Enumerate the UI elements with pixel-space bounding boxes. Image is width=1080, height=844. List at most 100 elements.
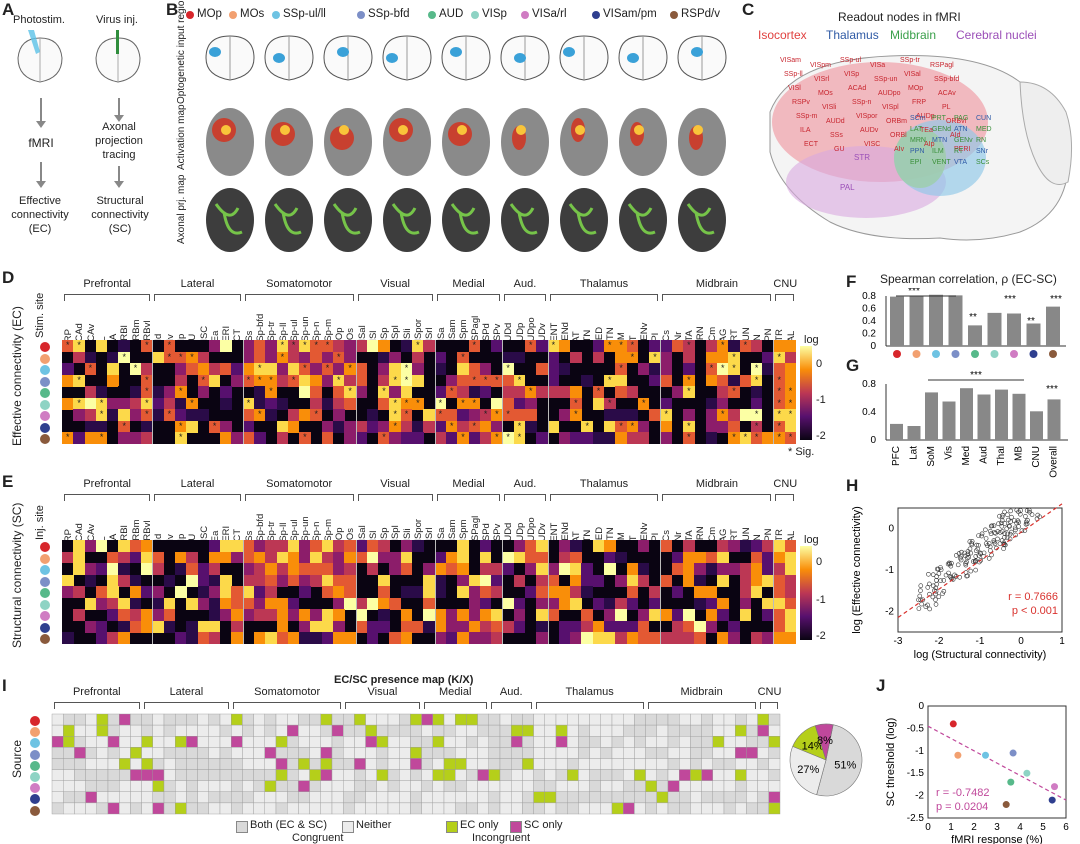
presence-cell — [96, 724, 109, 737]
cell-2-53 — [660, 363, 673, 375]
cell-2-8 — [152, 563, 164, 575]
iso-node-SSp-bfd: SSp-bfd — [934, 76, 959, 83]
cell-7-34: * — [445, 420, 458, 433]
i-group-bracket-8 — [759, 702, 778, 709]
cell-5-51 — [637, 597, 650, 610]
cell-6-34 — [445, 609, 458, 622]
cell-0-59 — [728, 540, 740, 552]
presence-cell — [387, 791, 400, 804]
cell-8-28: * — [378, 432, 390, 445]
presence-cell — [399, 780, 411, 792]
presence-cell — [96, 780, 109, 792]
iso-node-VISC: VISC — [864, 141, 880, 148]
i-group-bracket-7 — [647, 702, 756, 709]
j-xtick-6: 6 — [1063, 822, 1069, 833]
thal-node-GENv: GENv — [954, 137, 973, 144]
presence-cell — [399, 769, 411, 781]
cell-5-17 — [253, 597, 266, 610]
cell-6-28 — [378, 609, 390, 622]
cell-4-6 — [129, 386, 142, 399]
presence-cell — [555, 769, 568, 781]
h-ylabel: log (Effective connectivity) — [851, 506, 863, 634]
cell-4-23 — [321, 586, 334, 599]
presence-cell — [253, 736, 266, 748]
cell-4-28: * — [378, 386, 390, 399]
presence-cell — [130, 747, 142, 759]
cell-0-17 — [253, 540, 266, 552]
thal-node-ILM: ILM — [932, 148, 944, 155]
h-point — [997, 513, 1002, 519]
cell-5-6 — [129, 397, 142, 410]
cell-4-44 — [558, 586, 571, 599]
cell-4-21 — [299, 586, 311, 599]
cell-0-32 — [423, 340, 435, 352]
presence-cell — [365, 724, 378, 737]
cell-1-39 — [502, 551, 514, 564]
cell-2-33 — [434, 563, 447, 575]
cell-7-22 — [310, 620, 322, 633]
presence-cell — [701, 780, 713, 792]
h-point — [1002, 521, 1008, 526]
presence-cell — [634, 724, 646, 737]
presence-cell — [230, 769, 243, 781]
cell-3-18: * — [265, 374, 277, 387]
activation-peak-7 — [634, 125, 644, 135]
cell-8-22 — [310, 632, 322, 645]
presence-cell — [723, 769, 736, 781]
presence-cell — [488, 780, 501, 792]
presence-cell — [667, 713, 680, 726]
presence-cell — [309, 713, 322, 726]
cell-2-50 — [626, 563, 639, 575]
cell-3-32 — [423, 574, 435, 587]
presence-cell — [690, 724, 702, 737]
cell-1-9: * — [163, 351, 176, 364]
presence-cell — [208, 747, 221, 759]
h-ytick-1: -1 — [885, 565, 894, 576]
presence-cell — [499, 736, 512, 748]
presence-cell — [645, 747, 657, 759]
presence-cell — [320, 758, 333, 770]
cell-1-20 — [287, 351, 300, 364]
cell-5-35: * — [457, 397, 469, 410]
cell-8-62 — [762, 632, 774, 645]
presence-cell — [107, 802, 120, 815]
cell-0-40 — [513, 540, 526, 552]
legend-label-1: MOs — [240, 8, 265, 20]
presence-cell — [656, 724, 669, 737]
presence-cell — [253, 758, 266, 770]
h-point — [1019, 528, 1025, 533]
presence-cell — [443, 769, 456, 781]
cell-4-4 — [107, 586, 119, 599]
h-point — [986, 556, 992, 561]
group-sep-2 — [355, 340, 357, 444]
presence-cell — [555, 780, 568, 792]
thal-node-RN: RN — [976, 137, 986, 144]
cell-7-56 — [694, 620, 706, 633]
presence-cell — [533, 713, 546, 726]
presence-cell — [298, 713, 310, 726]
i-group-4: Medial — [438, 686, 472, 698]
presence-cell — [242, 769, 254, 781]
cell-0-13 — [208, 540, 221, 552]
presence-cell — [399, 747, 411, 759]
cell-3-37 — [479, 574, 492, 587]
cell-3-6 — [129, 574, 142, 587]
h-point — [999, 518, 1005, 523]
panel-f-chart: 0.80.60.40.20************* — [862, 288, 1066, 358]
presence-cell — [309, 747, 322, 759]
cell-1-13 — [208, 551, 221, 564]
cell-4-60 — [739, 586, 752, 599]
h-point — [973, 554, 979, 559]
f-bar-dot-7 — [1029, 350, 1038, 358]
h-frame — [897, 507, 1063, 633]
legend-dot-6 — [521, 11, 529, 19]
sc-heatmap — [62, 540, 797, 645]
legend-label-8: RSPd/v — [681, 8, 720, 20]
cell-1-5 — [118, 551, 131, 564]
presence-cell — [152, 736, 165, 748]
iso-node-SSp-un: SSp-un — [874, 76, 897, 83]
presence-cell — [611, 724, 624, 737]
cell-0-16 — [242, 340, 255, 352]
cell-2-57 — [705, 563, 718, 575]
presence-cell — [679, 758, 691, 770]
